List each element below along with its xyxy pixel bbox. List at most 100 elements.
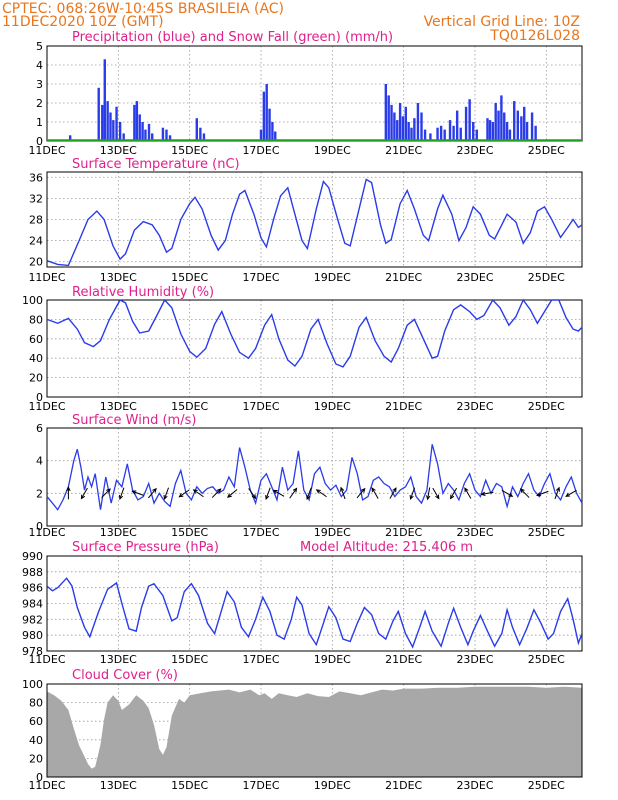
arrow-shaft — [101, 488, 111, 498]
wind-direction-arrow — [480, 491, 494, 496]
cloud-cover-area — [47, 686, 582, 777]
precip-bar — [455, 110, 459, 141]
wind-direction-arrow — [536, 490, 549, 497]
x-tick-label: 21DEC — [385, 400, 422, 413]
panel-frame — [46, 427, 583, 527]
precip-bar — [141, 122, 144, 141]
precip-bar — [497, 110, 500, 141]
y-tick-label: 60 — [29, 333, 43, 346]
precip-bar — [259, 129, 263, 141]
y-tick-label: 3 — [36, 78, 43, 91]
precipitation-panel: 11DEC 13DEC 15DEC 17DEC 19DEC 21DEC 23DEC 25DEC… — [28, 30, 583, 157]
header-grid-note: Vertical Grid Line: 10Z — [424, 14, 580, 30]
arrow-head — [464, 487, 469, 493]
y-tick-label: 4 — [36, 59, 43, 72]
y-tick-label: 36 — [29, 171, 43, 184]
y-tick-label: 982 — [22, 613, 43, 626]
panel-title: Cloud Cover (%) — [72, 668, 178, 683]
y-tick-label: 980 — [22, 629, 43, 642]
arrow-head — [292, 487, 298, 493]
arrow-shaft — [371, 487, 379, 499]
x-tick-label: 15DEC — [171, 653, 208, 666]
wind-direction-arrow — [178, 489, 190, 498]
y-tick-label: 1 — [36, 116, 43, 129]
y-tick-label: 986 — [22, 582, 43, 595]
wind-direction-arrow — [101, 488, 111, 498]
precip-bar — [122, 133, 125, 141]
wind-direction-arrow — [163, 487, 170, 501]
arrow-head — [435, 494, 440, 500]
x-tick-label: 25DEC — [528, 653, 565, 666]
x-tick-label: 11DEC — [28, 526, 65, 539]
precip-bar — [468, 99, 471, 141]
y-tick-label: 60 — [29, 715, 43, 728]
arrow-shaft — [432, 487, 440, 499]
arrow-shaft — [410, 487, 416, 500]
arrow-head — [192, 489, 198, 494]
wind-direction-arrow — [389, 487, 397, 499]
x-tick-label: 25DEC — [528, 526, 565, 539]
wind-direction-arrow — [248, 488, 257, 500]
precip-bar — [413, 118, 416, 141]
wind-direction-arrow — [66, 486, 71, 500]
x-tick-label: 23DEC — [456, 779, 493, 792]
precip-bar — [68, 135, 72, 141]
arrow-shaft — [265, 487, 271, 500]
arrow-head — [371, 487, 376, 493]
arrow-shaft — [147, 488, 157, 499]
wind-panel: 11DEC 13DEC 15DEC 17DEC 19DEC 21DEC 23DEC 25DEC… — [28, 413, 583, 539]
wind-direction-arrow — [409, 487, 416, 501]
arrow-shaft — [227, 489, 238, 498]
arrow-head — [106, 488, 111, 494]
precip-bar — [516, 110, 519, 141]
x-tick-label: 15DEC — [171, 144, 208, 157]
arrow-head — [480, 491, 486, 496]
x-tick-label: 15DEC — [171, 271, 208, 284]
precip-bar — [106, 101, 109, 141]
precip-bar — [488, 120, 492, 141]
panel-title: Precipitation (blue) and Snow Fall (gree… — [72, 30, 393, 45]
x-tick-label: 15DEC — [171, 779, 208, 792]
precip-bar — [520, 116, 523, 141]
arrow-shaft — [119, 487, 125, 500]
precip-bar — [109, 112, 112, 141]
arrow-shaft — [248, 488, 256, 499]
arrow-head — [426, 495, 431, 501]
precip-bar — [443, 129, 446, 141]
x-tick-label: 23DEC — [456, 144, 493, 157]
wind-direction-arrow — [211, 488, 222, 498]
y-tick-label: 20 — [29, 256, 43, 269]
precip-bar — [404, 106, 408, 141]
x-tick-label: 15DEC — [171, 526, 208, 539]
x-tick-label: 25DEC — [528, 400, 565, 413]
temperature-panel: 11DEC 13DEC 15DEC 17DEC 19DEC 21DEC 23DEC 25DEC… — [28, 157, 583, 284]
panel-frame — [46, 555, 583, 652]
precip-bar — [486, 118, 489, 141]
wind-direction-arrow — [426, 487, 431, 501]
arrow-head — [392, 487, 397, 493]
precip-bar — [195, 118, 198, 141]
arrow-shaft — [389, 487, 397, 499]
arrow-head — [519, 488, 525, 494]
arrow-shaft — [554, 487, 560, 500]
arrow-head — [178, 493, 184, 498]
x-tick-label: 19DEC — [314, 526, 351, 539]
precip-bar — [112, 120, 115, 141]
x-tick-label: 13DEC — [100, 779, 137, 792]
arrow-shaft — [340, 487, 346, 500]
y-tick-label: 988 — [22, 566, 43, 579]
x-tick-label: 13DEC — [100, 400, 137, 413]
arrow-head — [536, 492, 542, 497]
x-tick-label: 23DEC — [456, 271, 493, 284]
precip-bar — [534, 125, 537, 141]
arrow-head — [450, 494, 455, 500]
wind-direction-arrow — [450, 487, 458, 500]
arrow-head — [265, 494, 270, 501]
x-tick-label: 13DEC — [100, 271, 137, 284]
precip-bar — [407, 122, 410, 141]
precip-bar — [161, 127, 165, 141]
arrow-head — [163, 494, 168, 501]
precip-bar — [436, 127, 439, 141]
x-tick-label: 11DEC — [28, 144, 65, 157]
arrow-shaft — [211, 488, 222, 498]
